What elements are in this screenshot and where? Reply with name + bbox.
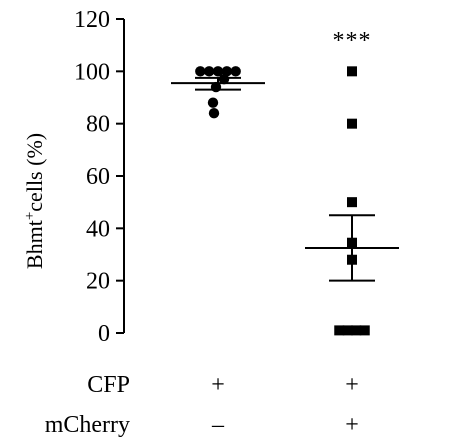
y-axis-title: Bhmt+cells (%): [22, 133, 47, 269]
y-tick-label: 80: [86, 112, 110, 138]
data-point-square: [359, 325, 370, 336]
y-tick-label: 40: [86, 216, 110, 242]
data-point-square: [342, 325, 353, 336]
y-tick-label: 120: [74, 7, 110, 33]
mean-sem-bars: [171, 76, 399, 282]
y-tick-label: 0: [98, 321, 110, 347]
y-tick-label: 20: [86, 269, 110, 295]
y-tick-label: 60: [86, 164, 110, 190]
data-point-square: [347, 197, 357, 208]
data-point-square: [347, 66, 357, 77]
condition-value: +: [345, 412, 359, 438]
significance-markers: ***: [333, 28, 372, 54]
data-point-circle: [208, 108, 220, 119]
condition-row-label: CFP: [87, 372, 130, 398]
data-point-square: [334, 325, 345, 336]
condition-value: +: [345, 372, 359, 398]
data-point-circle: [203, 66, 215, 77]
y-tick-label: 100: [74, 59, 110, 85]
data-point-circle: [207, 97, 219, 108]
data-point-circle: [218, 73, 230, 85]
data-point-circle: [221, 66, 233, 77]
data-point-square: [347, 118, 357, 129]
data-point-circle: [195, 66, 206, 77]
condition-value: –: [211, 412, 225, 438]
data-points: [195, 66, 370, 336]
significance-label: ***: [333, 28, 372, 54]
data-point-square: [351, 325, 362, 336]
y-axis-label: Bhmt+cells (%): [22, 133, 47, 269]
data-point-circle: [230, 66, 241, 77]
condition-row-label: mCherry: [45, 412, 130, 438]
axes: 0 20 40 60 80 100 120: [74, 7, 125, 347]
condition-table: CFP + + mCherry – +: [45, 372, 359, 438]
data-point-circle: [212, 66, 224, 77]
condition-value: +: [211, 372, 225, 398]
